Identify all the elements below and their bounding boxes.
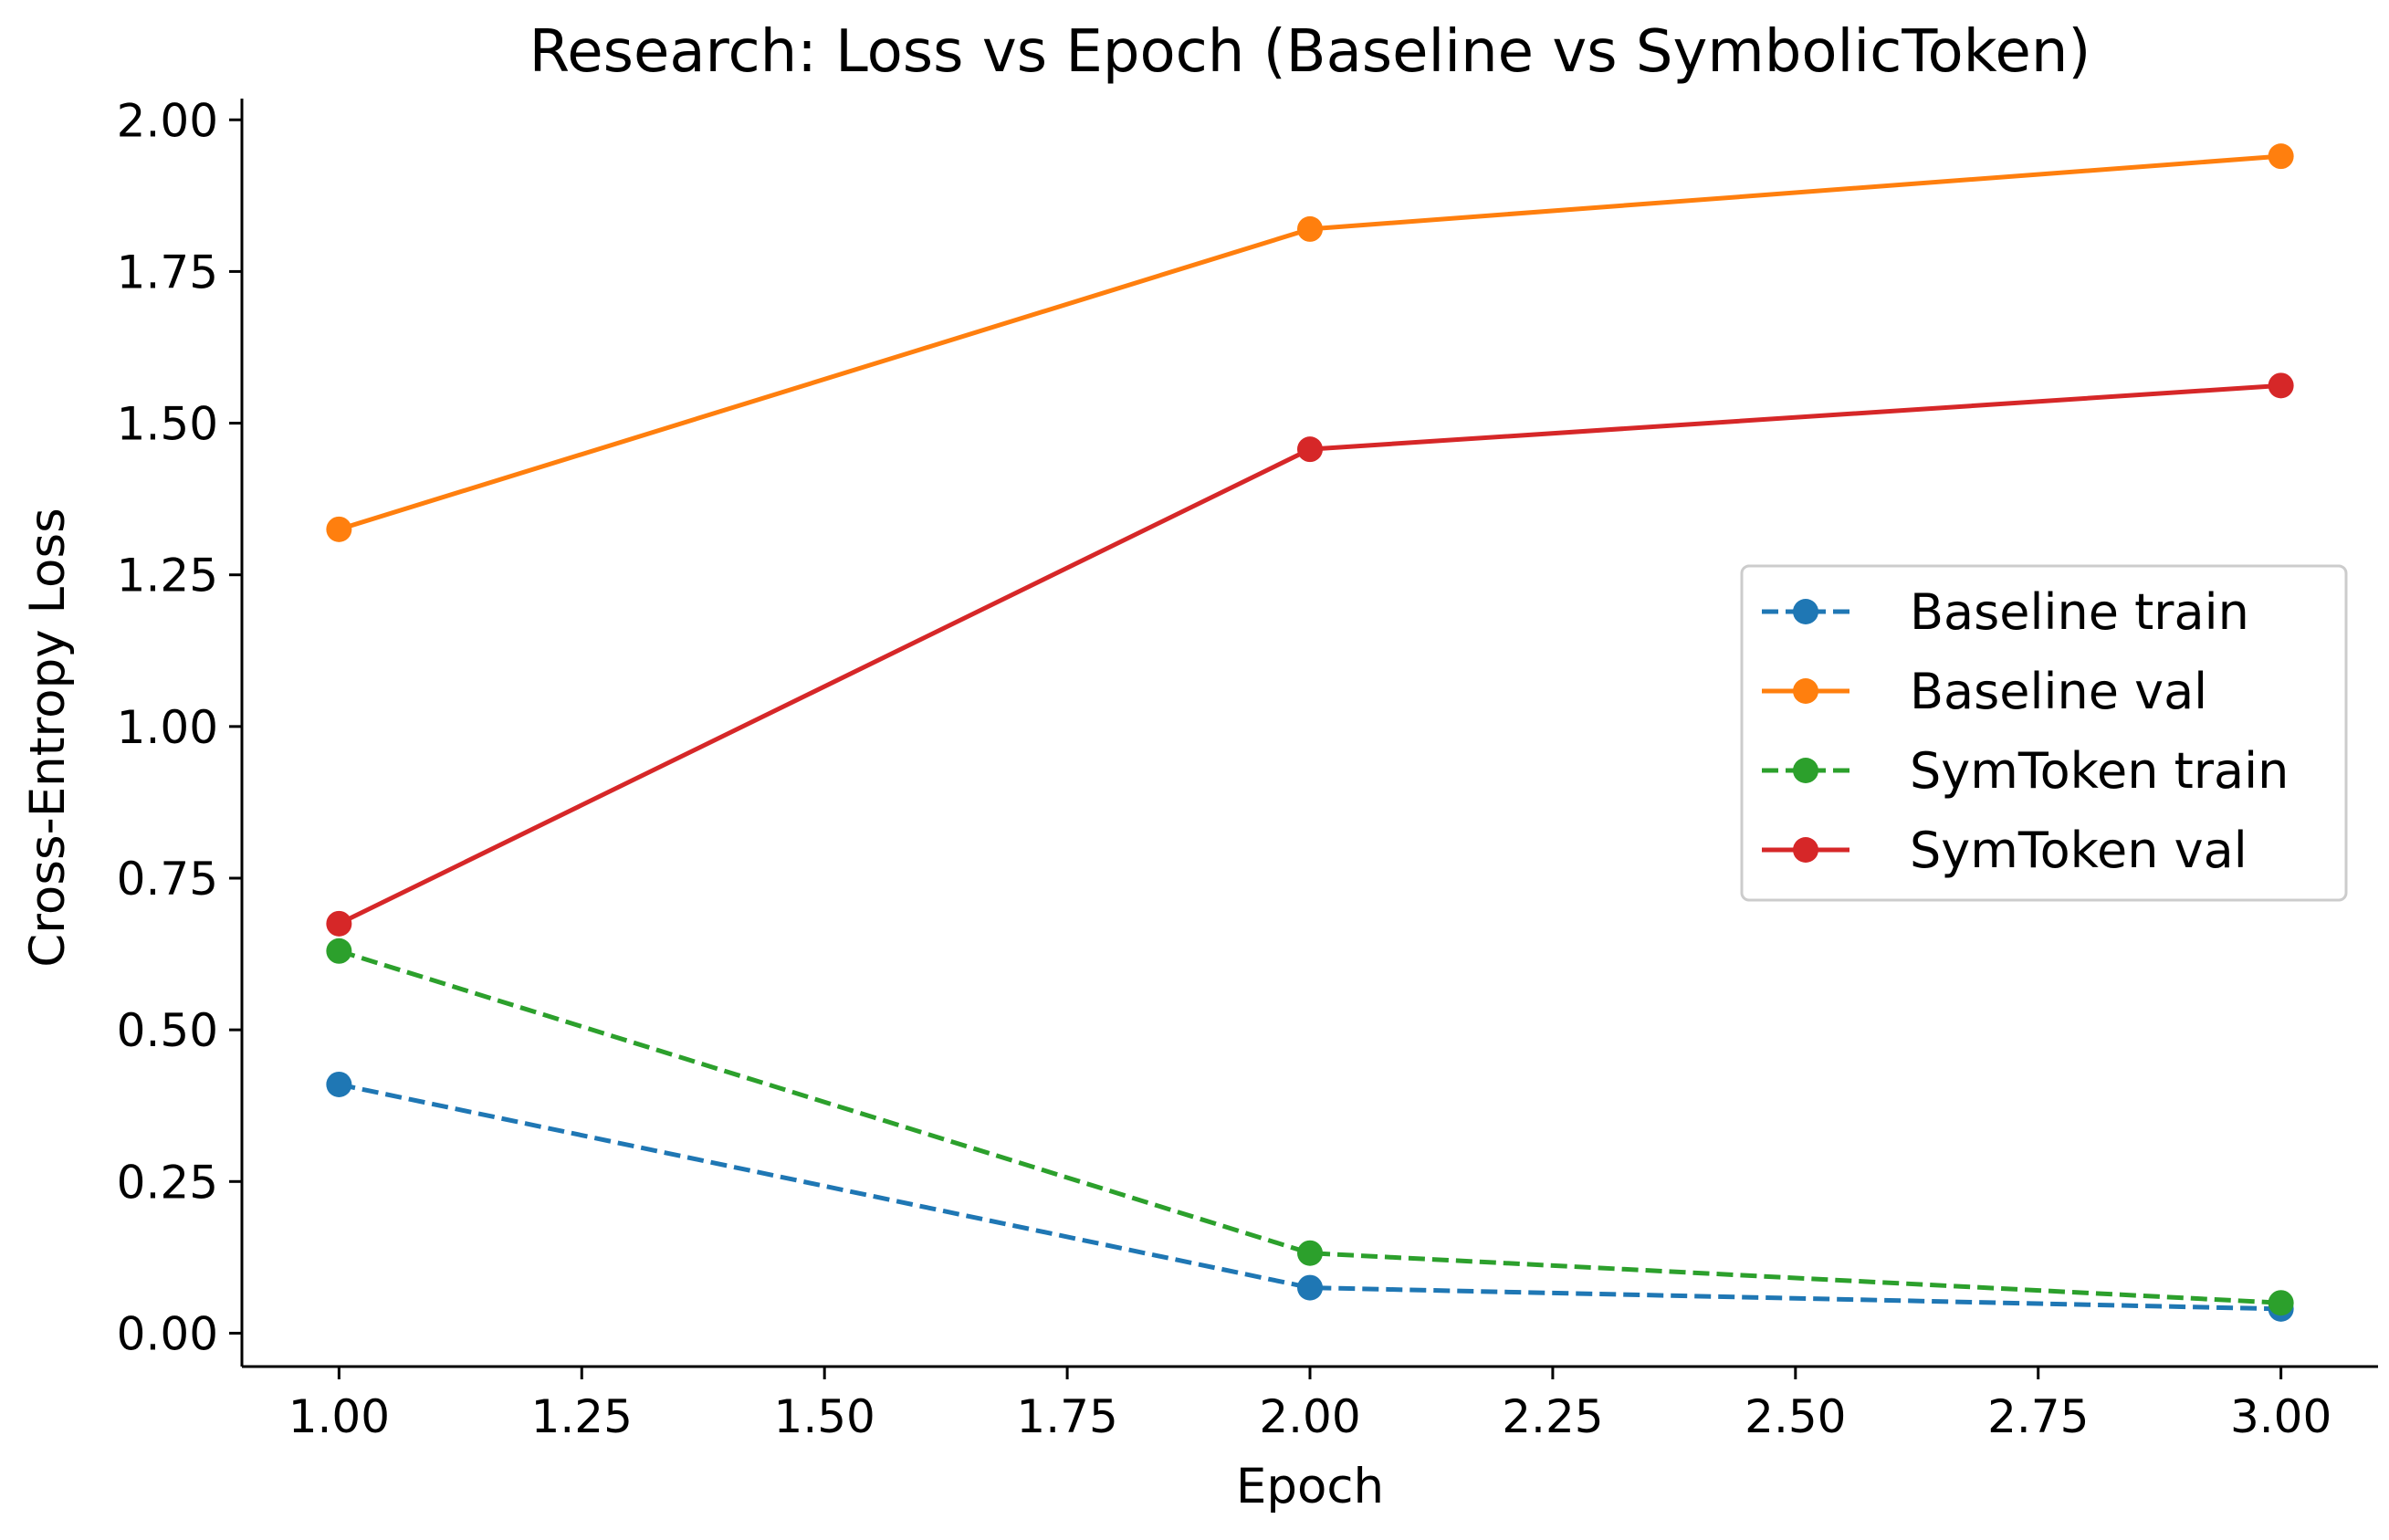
legend-entry-label: Baseline val [1910,663,2207,720]
y-tick-label: 0.00 [117,1307,218,1360]
y-tick-label: 0.50 [117,1004,218,1057]
legend-swatch-marker [1793,837,1818,863]
axes: 0.00 0.25 0.50 0.75 1.00 1.25 1.50 1.75 2.00 1.00… [117,94,2378,1443]
series-baseline-train [326,1071,2294,1322]
x-tick-label: 3.00 [2230,1390,2331,1443]
y-tick-label: 2.00 [117,94,218,147]
x-tick-label: 1.75 [1016,1390,1117,1443]
data-point [2268,372,2294,399]
y-tick-label: 1.25 [117,550,218,602]
data-point [326,910,352,937]
legend-entry-label: SymToken train [1910,742,2289,800]
legend-entry-label: SymToken val [1910,822,2248,879]
y-axis-title: Cross-Entropy Loss [20,508,76,967]
y-tick-label: 0.75 [117,853,218,906]
data-point [1297,215,1323,242]
series-line [338,1082,2281,1312]
x-tick-label: 2.25 [1502,1390,1603,1443]
legend-box [1740,564,2348,902]
y-tick-label: 1.00 [117,701,218,754]
data-point [326,1071,352,1097]
series-symtoken-train [326,938,2294,1316]
series-line [338,948,2281,1305]
y-tick-label: 1.50 [117,398,218,451]
x-tick-label: 1.50 [774,1390,875,1443]
data-point [326,938,352,964]
legend-swatch-marker [1793,758,1818,783]
x-tick-label: 2.75 [1987,1390,2089,1443]
data-point [2268,143,2294,170]
y-tick-label: 0.25 [117,1156,218,1209]
legend: Baseline train Baseline val SymToken train… [1740,564,2348,902]
y-tick-label: 1.75 [117,246,218,299]
x-axis-title: Epoch [1236,1459,1384,1514]
data-point [1297,1274,1323,1301]
series-symtoken-val [326,372,2294,937]
data-point [2268,1290,2294,1316]
data-point [326,516,352,542]
series-baseline-val [326,143,2294,542]
x-tick-label: 1.00 [288,1390,390,1443]
series-line [338,153,2281,532]
chart-title: Research: Loss vs Epoch (Baseline vs Sym… [529,18,2091,86]
data-point [1297,436,1323,463]
data-point [1297,1240,1323,1266]
legend-entry-label: Baseline train [1910,583,2249,641]
x-tick-label: 2.50 [1745,1390,1846,1443]
series-lines [326,143,2294,1322]
legend-swatch-marker [1793,599,1818,624]
x-tick-label: 2.00 [1259,1390,1360,1443]
legend-swatch-marker [1793,678,1818,704]
x-tick-label: 1.25 [531,1390,633,1443]
